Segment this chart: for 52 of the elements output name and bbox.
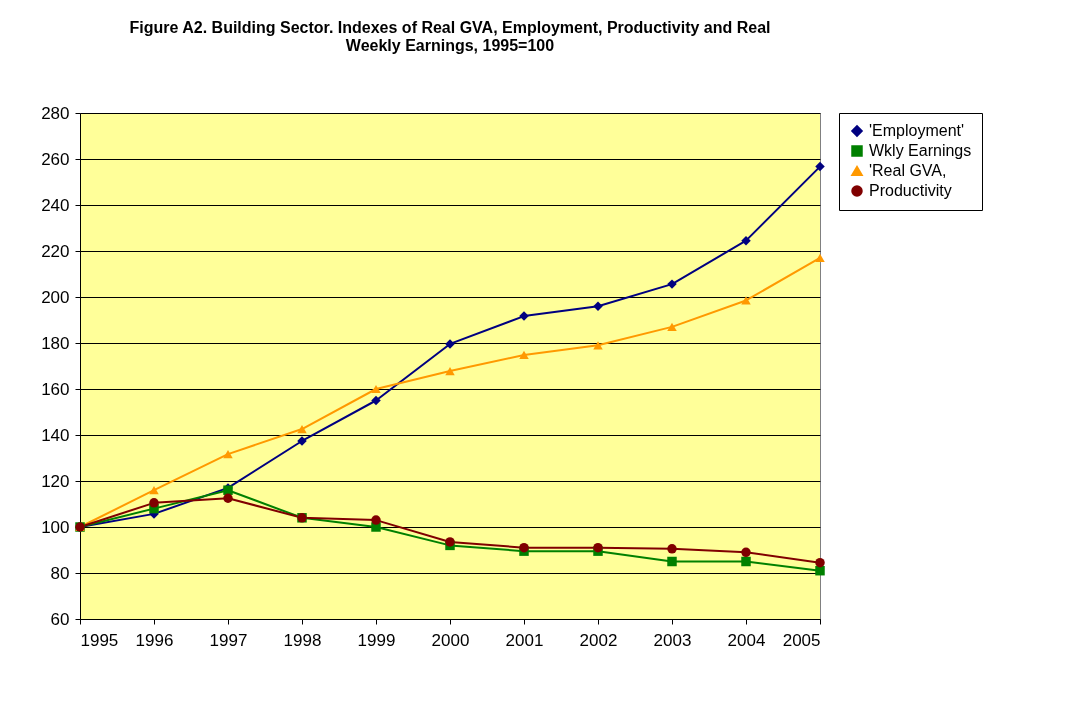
y-tick-label: 60: [50, 609, 70, 629]
point: [741, 556, 751, 567]
y-tick-label: 80: [50, 563, 70, 583]
x-tick-label: 2005: [782, 630, 821, 650]
y-tick-label: 160: [41, 379, 70, 399]
y-tick-label: 140: [41, 425, 70, 445]
point: [667, 544, 677, 554]
point: [371, 395, 381, 406]
legend-label: Productivity: [869, 182, 952, 199]
x-tick-label: 2003: [653, 630, 692, 650]
point: [741, 235, 751, 246]
x-tick-label: 2004: [727, 630, 766, 650]
y-tick-label: 120: [41, 471, 70, 491]
chart-title: Figure A2. Building Sector. Indexes of Real GVA, Employment, Productivity and Real Weekly Earnings, 1995=100: [129, 19, 771, 54]
y-tick-label: 200: [41, 287, 70, 307]
x-tick-label: 2001: [505, 630, 544, 650]
y-tick-label: 280: [41, 103, 70, 123]
x-tick-label: 1997: [209, 630, 248, 650]
point: [741, 296, 751, 305]
x-tick-label: 2000: [431, 630, 470, 650]
y-tick-label: 260: [41, 149, 70, 169]
point: [667, 556, 677, 567]
x-tick-label: 1999: [357, 630, 396, 650]
point: [149, 498, 159, 508]
x-tick-label: 2002: [579, 630, 618, 650]
y-tick-label: 240: [41, 195, 70, 215]
legend-label: 'Real GVA,: [869, 162, 947, 179]
point: [815, 565, 825, 576]
point: [149, 486, 159, 495]
point: [223, 493, 233, 503]
point: [815, 161, 825, 172]
point: [223, 449, 233, 459]
point: [445, 537, 455, 547]
point: [371, 384, 381, 394]
point: [741, 547, 751, 558]
legend-label: Wkly Earnings: [869, 142, 972, 159]
x-tick-label: 1995: [80, 630, 119, 650]
point: [815, 557, 825, 568]
point: [445, 366, 455, 376]
x-tick-label: 1998: [283, 630, 322, 650]
point: [667, 322, 677, 332]
point: [519, 350, 529, 360]
y-tick-label: 180: [41, 333, 70, 353]
point: [593, 542, 603, 553]
y-tick-label: 100: [41, 517, 70, 537]
point: [815, 253, 825, 263]
point: [519, 542, 529, 553]
point: [297, 424, 307, 434]
legend-label: 'Employment': [869, 122, 965, 139]
y-tick-label: 220: [41, 241, 70, 261]
x-tick-label: 1996: [135, 630, 174, 650]
point: [371, 515, 381, 525]
